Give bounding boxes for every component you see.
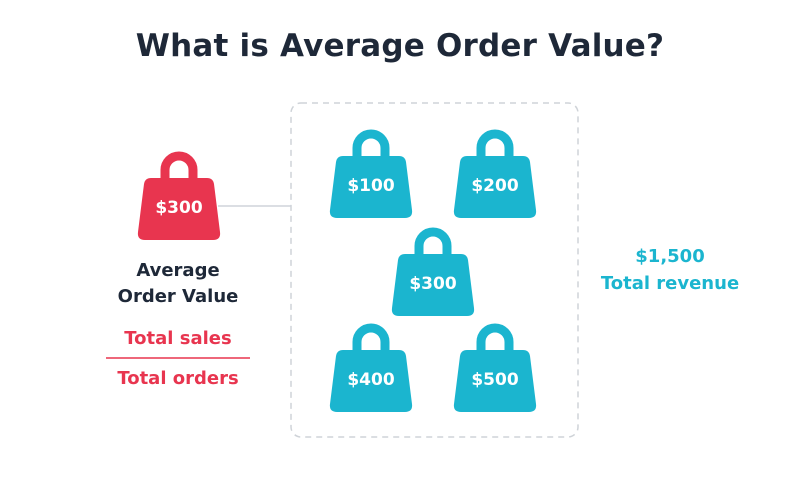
bag-icon — [137, 151, 221, 240]
order-bag: $300 — [391, 224, 475, 316]
numerator: Total sales — [124, 328, 232, 349]
denominator: Total orders — [117, 368, 239, 389]
title: What is Average Order Value? — [135, 28, 665, 64]
bag-icon — [453, 323, 537, 412]
order-bag: $400 — [329, 320, 413, 412]
bag-icon — [453, 129, 537, 218]
orders-box — [290, 102, 579, 438]
bag-label: $200 — [471, 176, 519, 196]
total-amount: $1,500 — [635, 246, 705, 267]
bag-icon — [329, 323, 413, 412]
bag-icon — [391, 227, 475, 316]
bag-label: $500 — [471, 370, 519, 390]
average-bag: $300 — [137, 148, 221, 240]
order-bag: $500 — [453, 320, 537, 412]
bag-label: $300 — [155, 198, 203, 218]
order-bag: $200 — [453, 126, 537, 218]
bag-icon — [329, 129, 413, 218]
bag-label: $300 — [409, 274, 457, 294]
average-label: Average Order Value — [117, 260, 239, 307]
bag-label: $100 — [347, 176, 395, 196]
order-bag: $100 — [329, 126, 413, 218]
total-label: Total revenue — [600, 273, 740, 294]
bag-label: $400 — [347, 370, 395, 390]
